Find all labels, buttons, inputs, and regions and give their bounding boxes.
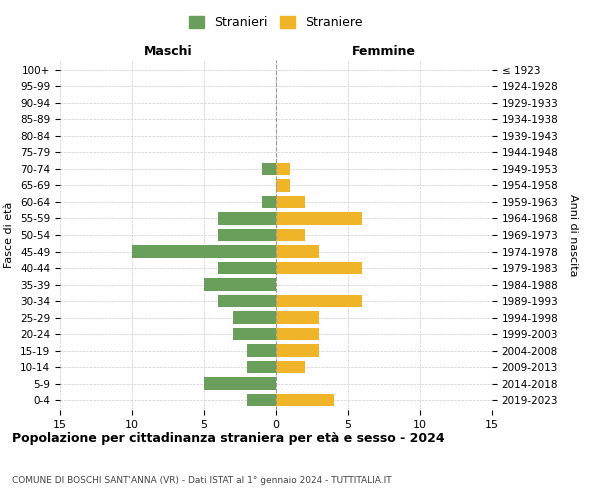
Bar xyxy=(276,312,319,324)
Bar xyxy=(276,344,319,357)
Bar xyxy=(276,163,290,175)
Text: COMUNE DI BOSCHI SANT'ANNA (VR) - Dati ISTAT al 1° gennaio 2024 - TUTTITALIA.IT: COMUNE DI BOSCHI SANT'ANNA (VR) - Dati I… xyxy=(12,476,392,485)
Bar xyxy=(132,246,276,258)
Bar xyxy=(262,196,276,208)
Bar xyxy=(247,394,276,406)
Text: Popolazione per cittadinanza straniera per età e sesso - 2024: Popolazione per cittadinanza straniera p… xyxy=(12,432,445,445)
Bar xyxy=(276,328,319,340)
Bar xyxy=(218,295,276,307)
Bar xyxy=(276,196,305,208)
Bar xyxy=(247,361,276,374)
Bar xyxy=(218,229,276,241)
Text: Maschi: Maschi xyxy=(143,44,193,58)
Bar xyxy=(204,378,276,390)
Bar xyxy=(247,344,276,357)
Bar xyxy=(233,328,276,340)
Bar xyxy=(204,278,276,290)
Bar xyxy=(276,180,290,192)
Bar xyxy=(233,312,276,324)
Bar xyxy=(218,262,276,274)
Bar xyxy=(218,212,276,224)
Bar xyxy=(276,212,362,224)
Y-axis label: Fasce di età: Fasce di età xyxy=(4,202,14,268)
Bar xyxy=(276,295,362,307)
Y-axis label: Anni di nascita: Anni di nascita xyxy=(568,194,578,276)
Bar xyxy=(276,262,362,274)
Text: Femmine: Femmine xyxy=(352,44,416,58)
Legend: Stranieri, Straniere: Stranieri, Straniere xyxy=(184,11,368,34)
Bar xyxy=(262,163,276,175)
Bar xyxy=(276,394,334,406)
Bar xyxy=(276,246,319,258)
Bar xyxy=(276,361,305,374)
Bar xyxy=(276,229,305,241)
